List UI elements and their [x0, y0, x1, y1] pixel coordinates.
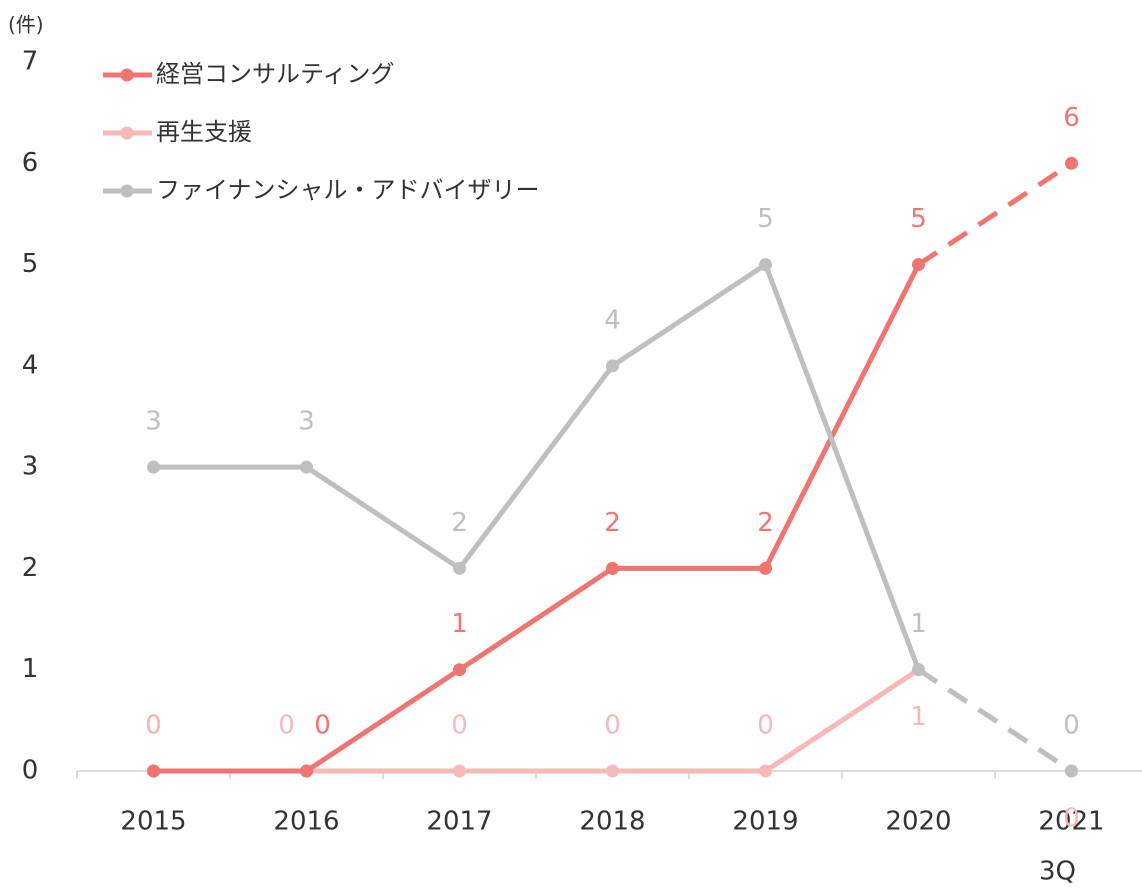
category-note: 3Q [1039, 857, 1076, 887]
y-tick-label: 7 [22, 47, 39, 77]
y-tick-label: 4 [22, 350, 39, 380]
x-tick-label: 2016 [273, 807, 339, 837]
data-label: 0 [1063, 804, 1080, 834]
x-tick-label: 2017 [426, 807, 492, 837]
data-point [300, 460, 313, 474]
data-label: 5 [910, 204, 927, 234]
data-point [606, 764, 619, 778]
x-tick-label: 2018 [579, 807, 645, 837]
legend-label: 再生支援 [156, 118, 252, 146]
data-point [453, 561, 466, 575]
data-point [453, 764, 466, 778]
data-point [1065, 156, 1078, 170]
data-label: 5 [757, 204, 774, 234]
y-tick-label: 3 [22, 452, 39, 482]
y-tick-label: 6 [22, 148, 39, 178]
data-label: 0 [757, 711, 774, 741]
x-tick-label: 2015 [120, 807, 186, 837]
data-label: 2 [757, 508, 774, 538]
data-label: 1 [910, 702, 927, 732]
y-tick-label: 2 [22, 553, 39, 583]
data-point [759, 258, 772, 272]
series-line-dashed [917, 667, 1073, 774]
data-label: 1 [451, 609, 468, 639]
data-point [912, 663, 925, 677]
data-label: 6 [1063, 103, 1080, 133]
legend-marker [120, 126, 134, 140]
legend-label: ファイナンシャル・アドバイザリー [156, 176, 540, 204]
data-label: 3 [298, 407, 315, 437]
legend-marker [120, 68, 134, 82]
data-point [300, 764, 313, 778]
data-label: 0 [314, 711, 331, 741]
x-tick-label: 2020 [885, 807, 951, 837]
data-label: 3 [145, 407, 162, 437]
data-point [606, 359, 619, 373]
series-line [153, 263, 921, 774]
data-label: 0 [604, 711, 621, 741]
legend-marker [120, 184, 134, 198]
y-tick-label: 1 [22, 654, 39, 684]
data-label: 0 [278, 711, 295, 741]
data-label: 0 [1063, 711, 1080, 741]
series-line [153, 260, 921, 671]
data-label: 0 [145, 711, 162, 741]
x-tick-label: 2021 [1038, 807, 1104, 837]
x-tick-label: 2019 [732, 807, 798, 837]
data-label: 0 [451, 711, 468, 741]
series-line-dashed [917, 161, 1073, 267]
data-label: 2 [604, 508, 621, 538]
data-point [453, 663, 466, 677]
data-label: 0 [145, 711, 162, 741]
data-label: 1 [910, 609, 927, 639]
y-tick-label: 5 [22, 249, 39, 279]
y-tick-label: 0 [22, 756, 39, 786]
y-unit: (件) [8, 13, 44, 37]
data-point [759, 764, 772, 778]
series-line [153, 667, 920, 774]
data-label: 2 [451, 508, 468, 538]
data-point [606, 561, 619, 575]
legend-label: 経営コンサルティング [156, 60, 395, 88]
data-point [912, 258, 925, 272]
data-point [1065, 764, 1078, 778]
data-point [147, 764, 160, 778]
data-point [147, 460, 160, 474]
data-label: 4 [604, 305, 621, 335]
data-point [759, 561, 772, 575]
